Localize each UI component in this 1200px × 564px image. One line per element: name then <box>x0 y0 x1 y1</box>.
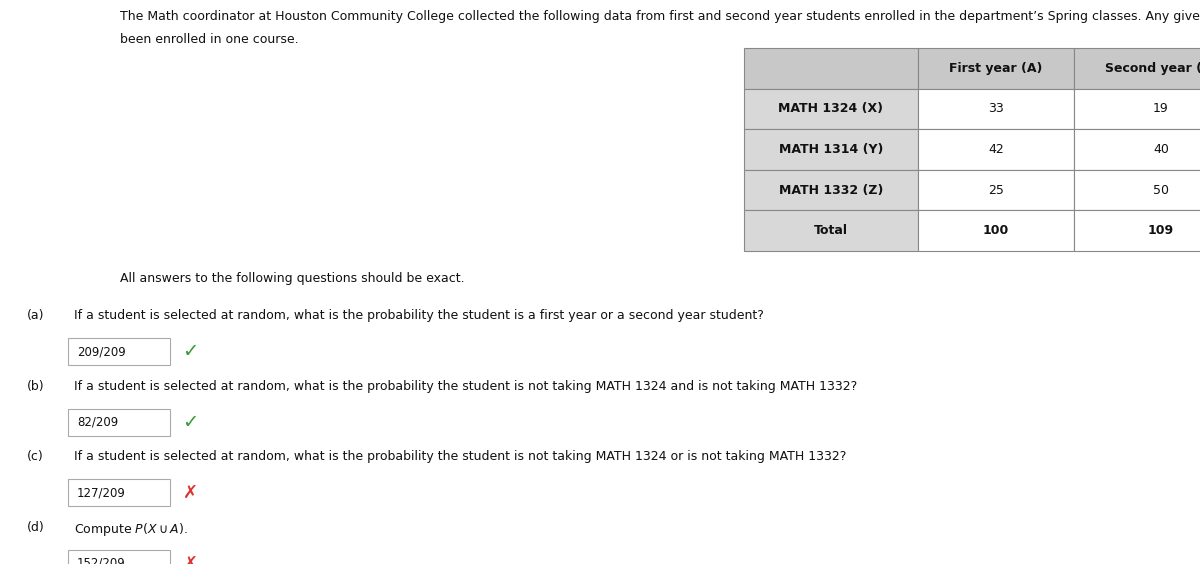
Text: been enrolled in one course.: been enrolled in one course. <box>120 33 299 46</box>
Bar <box>744 129 918 170</box>
Text: ✓: ✓ <box>182 342 199 362</box>
Text: 19: 19 <box>1153 102 1169 116</box>
Text: 33: 33 <box>988 102 1004 116</box>
Text: Total: Total <box>814 224 848 237</box>
Text: MATH 1332 (Z): MATH 1332 (Z) <box>779 183 883 197</box>
Text: 50: 50 <box>1153 183 1169 197</box>
Bar <box>1074 129 1200 170</box>
Text: ✓: ✓ <box>182 413 199 432</box>
Text: 109: 109 <box>1148 224 1174 237</box>
Text: 42: 42 <box>988 143 1004 156</box>
Text: (c): (c) <box>26 450 43 463</box>
Text: 25: 25 <box>988 183 1004 197</box>
Text: First year (A): First year (A) <box>949 61 1043 75</box>
Text: MATH 1324 (X): MATH 1324 (X) <box>779 102 883 116</box>
Text: 209/209: 209/209 <box>77 345 126 359</box>
Bar <box>918 210 1074 251</box>
Text: (d): (d) <box>26 521 44 534</box>
Bar <box>68 409 170 436</box>
Text: 127/209: 127/209 <box>77 486 126 500</box>
Text: If a student is selected at random, what is the probability the student is a fir: If a student is selected at random, what… <box>74 309 764 322</box>
Text: ✗: ✗ <box>182 554 198 564</box>
Bar <box>918 129 1074 170</box>
Bar <box>744 210 918 251</box>
Bar <box>918 89 1074 129</box>
Bar <box>1074 170 1200 210</box>
Bar <box>744 48 918 89</box>
Bar <box>68 479 170 506</box>
Text: All answers to the following questions should be exact.: All answers to the following questions s… <box>120 272 464 285</box>
Bar <box>918 170 1074 210</box>
Bar <box>744 170 918 210</box>
Bar <box>68 550 170 564</box>
Text: (b): (b) <box>26 380 44 393</box>
Text: If a student is selected at random, what is the probability the student is not t: If a student is selected at random, what… <box>74 450 847 463</box>
Bar <box>744 89 918 129</box>
Text: ✗: ✗ <box>182 484 198 502</box>
Text: MATH 1314 (Y): MATH 1314 (Y) <box>779 143 883 156</box>
Bar <box>1074 48 1200 89</box>
Text: 82/209: 82/209 <box>77 416 118 429</box>
Text: 152/209: 152/209 <box>77 557 126 564</box>
Text: If a student is selected at random, what is the probability the student is not t: If a student is selected at random, what… <box>74 380 858 393</box>
Text: Second year (B): Second year (B) <box>1105 61 1200 75</box>
Text: 100: 100 <box>983 224 1009 237</box>
Text: Compute $P(X \cup A)$.: Compute $P(X \cup A)$. <box>74 521 188 537</box>
Bar <box>918 48 1074 89</box>
Bar <box>1074 89 1200 129</box>
Bar <box>68 338 170 365</box>
Text: The Math coordinator at Houston Community College collected the following data f: The Math coordinator at Houston Communit… <box>120 10 1200 23</box>
Bar <box>1074 210 1200 251</box>
Text: 40: 40 <box>1153 143 1169 156</box>
Text: (a): (a) <box>26 309 44 322</box>
